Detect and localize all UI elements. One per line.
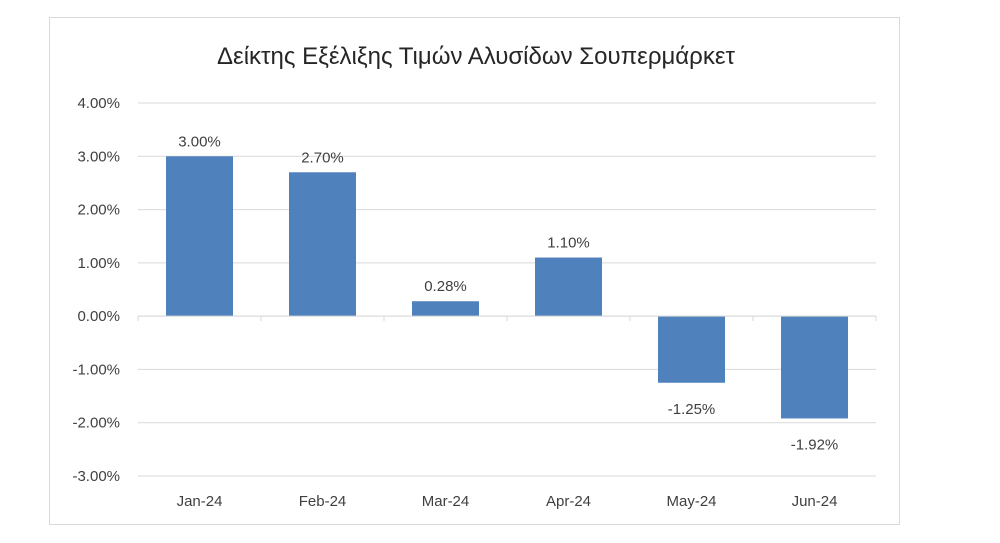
x-axis-tick-labels: Jan-24 Feb-24 Mar-24 Apr-24 May-24 Jun-24 — [177, 493, 838, 510]
data-labels: 3.00% 2.70% 0.28% 1.10% -1.25% -1.92% — [178, 133, 838, 453]
x-tick-label: Jun-24 — [792, 493, 838, 510]
chart-title: Δείκτης Εξέλιξης Τιμών Αλυσίδων Σουπερμά… — [217, 43, 736, 70]
y-tick-label: 2.00% — [77, 202, 120, 219]
bar-feb-24 — [289, 172, 356, 317]
y-tick-label: -3.00% — [72, 468, 120, 485]
x-tick-label: May-24 — [666, 493, 716, 510]
bar-mar-24 — [412, 301, 479, 317]
bar-jun-24 — [781, 316, 848, 419]
y-tick-label: 4.00% — [77, 95, 120, 112]
bar-chart: Δείκτης Εξέλιξης Τιμών Αλυσίδων Σουπερμά… — [72, 43, 877, 510]
y-tick-label: 3.00% — [77, 148, 120, 165]
x-tick-label: Jan-24 — [177, 493, 223, 510]
x-tick-label: Feb-24 — [299, 493, 347, 510]
bar-may-24 — [658, 316, 725, 383]
chart-container: Δείκτης Εξέλιξης Τιμών Αλυσίδων Σουπερμά… — [49, 17, 900, 525]
y-tick-label: -1.00% — [72, 361, 120, 378]
gridlines — [137, 102, 877, 477]
bar-jan-24 — [166, 156, 233, 317]
y-tick-label: 0.00% — [77, 308, 120, 325]
data-label: -1.25% — [668, 401, 716, 418]
data-label: 2.70% — [301, 149, 344, 166]
y-tick-label: 1.00% — [77, 255, 120, 272]
data-label: 1.10% — [547, 235, 590, 252]
data-label: -1.92% — [791, 436, 839, 453]
data-label: 0.28% — [424, 278, 467, 295]
y-tick-label: -2.00% — [72, 415, 120, 432]
y-axis-tick-labels: 4.00% 3.00% 2.00% 1.00% 0.00% -1.00% -2.00% -3.… — [72, 95, 120, 485]
x-tick-label: Mar-24 — [422, 493, 470, 510]
data-label: 3.00% — [178, 133, 221, 150]
bar-apr-24 — [535, 257, 602, 317]
bars — [166, 156, 848, 419]
x-tick-label: Apr-24 — [546, 493, 591, 510]
